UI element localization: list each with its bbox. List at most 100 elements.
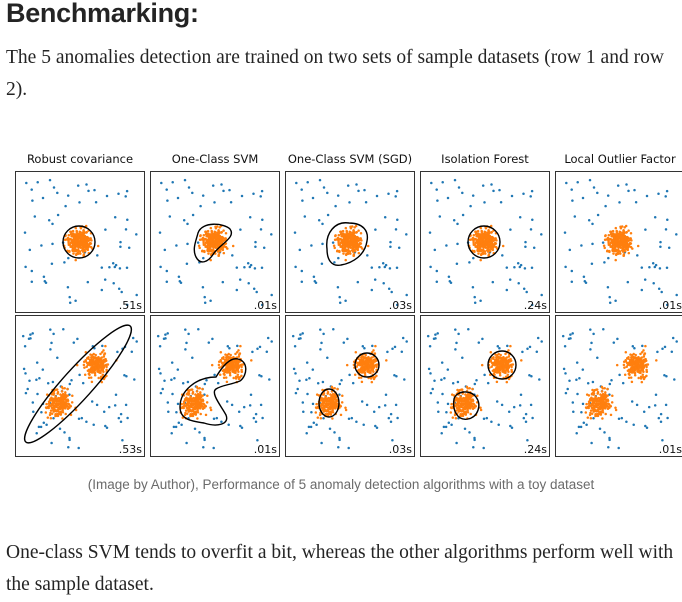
inlier-point xyxy=(99,363,103,366)
outlier-point xyxy=(564,372,567,375)
inlier-point xyxy=(229,363,232,367)
outlier-point xyxy=(197,327,200,331)
inlier-point xyxy=(339,413,343,417)
inlier-point xyxy=(453,413,457,417)
outlier-point xyxy=(100,266,104,269)
inlier-point xyxy=(360,355,363,359)
inlier-point xyxy=(611,242,615,246)
inlier-point xyxy=(629,242,633,245)
outlier-point xyxy=(589,328,592,331)
outlier-point xyxy=(575,378,578,382)
outlier-point xyxy=(176,196,180,200)
inlier-point xyxy=(182,402,186,405)
algorithm-title: One-Class SVM (SGD) xyxy=(288,152,412,166)
inlier-point xyxy=(477,234,480,237)
outlier-point xyxy=(344,299,347,302)
inlier-point xyxy=(599,393,602,396)
inlier-point xyxy=(190,414,194,418)
outlier-point xyxy=(457,332,460,336)
outlier-point xyxy=(336,285,340,289)
outlier-point xyxy=(201,285,205,289)
inlier-point xyxy=(207,234,210,237)
outlier-point xyxy=(386,350,389,354)
inlier-point xyxy=(83,366,86,369)
inlier-point xyxy=(614,408,618,412)
inlier-point xyxy=(602,404,605,408)
outlier-point xyxy=(664,228,668,231)
outlier-point xyxy=(632,423,635,426)
inlier-point xyxy=(185,412,189,416)
inlier-point xyxy=(71,394,74,397)
inlier-point xyxy=(479,226,483,230)
outlier-point xyxy=(100,288,104,292)
outlier-point xyxy=(582,275,586,279)
outlier-point xyxy=(170,378,173,382)
inlier-point xyxy=(191,399,194,403)
outlier-point xyxy=(394,403,398,407)
outlier-point xyxy=(254,420,258,423)
inlier-point xyxy=(208,247,211,251)
outlier-point xyxy=(591,380,595,384)
inlier-point xyxy=(372,364,375,367)
outlier-point xyxy=(449,281,453,284)
outlier-point xyxy=(457,186,461,189)
inlier-point xyxy=(337,238,340,242)
inlier-point xyxy=(331,417,334,420)
outlier-point xyxy=(592,332,595,336)
outlier-point xyxy=(435,269,439,273)
timing-label: .01s xyxy=(659,443,682,456)
inlier-point xyxy=(209,406,212,410)
outlier-point xyxy=(657,287,661,290)
inlier-point xyxy=(340,244,344,248)
inlier-point xyxy=(89,376,93,379)
inlier-point xyxy=(100,356,103,359)
inlier-point xyxy=(85,241,89,244)
inlier-point xyxy=(599,413,603,416)
outlier-point xyxy=(220,420,223,423)
outlier-point xyxy=(500,403,504,407)
inlier-point xyxy=(337,234,341,237)
outlier-point xyxy=(309,425,313,429)
inlier-point xyxy=(67,238,70,242)
inlier-point xyxy=(603,398,607,401)
outlier-point xyxy=(319,348,322,351)
panel-border xyxy=(420,315,550,457)
outlier-point xyxy=(608,382,612,386)
inlier-point xyxy=(494,363,498,366)
outlier-point xyxy=(227,423,230,426)
outlier-point xyxy=(28,248,32,252)
inlier-point xyxy=(586,416,590,419)
inlier-point xyxy=(455,406,459,409)
inlier-point xyxy=(644,363,648,367)
inlier-point xyxy=(72,234,75,237)
inlier-point xyxy=(633,371,637,375)
inlier-point xyxy=(61,397,65,400)
outlier-point xyxy=(156,334,160,338)
inlier-point xyxy=(45,402,48,406)
outlier-point xyxy=(220,183,223,186)
inlier-point xyxy=(218,249,222,253)
outlier-point xyxy=(440,378,443,382)
inlier-point xyxy=(219,350,223,354)
inlier-point xyxy=(92,356,95,359)
outlier-point xyxy=(67,445,70,449)
inlier-point xyxy=(81,249,84,252)
inlier-point xyxy=(589,409,593,412)
outlier-point xyxy=(119,412,123,416)
outlier-point xyxy=(299,337,302,340)
outlier-point xyxy=(295,181,298,185)
outlier-point xyxy=(252,416,256,420)
outlier-point xyxy=(316,382,320,385)
outlier-point xyxy=(346,337,349,341)
inlier-point xyxy=(94,363,97,367)
outlier-point xyxy=(479,299,482,302)
inlier-point xyxy=(81,235,85,239)
outlier-point xyxy=(383,404,387,407)
outlier-point xyxy=(582,421,586,425)
inlier-point xyxy=(618,232,621,235)
inlier-point xyxy=(624,237,627,241)
outlier-point xyxy=(454,348,457,351)
outlier-point xyxy=(311,196,315,200)
inlier-point xyxy=(47,402,51,405)
outlier-point xyxy=(614,299,617,302)
